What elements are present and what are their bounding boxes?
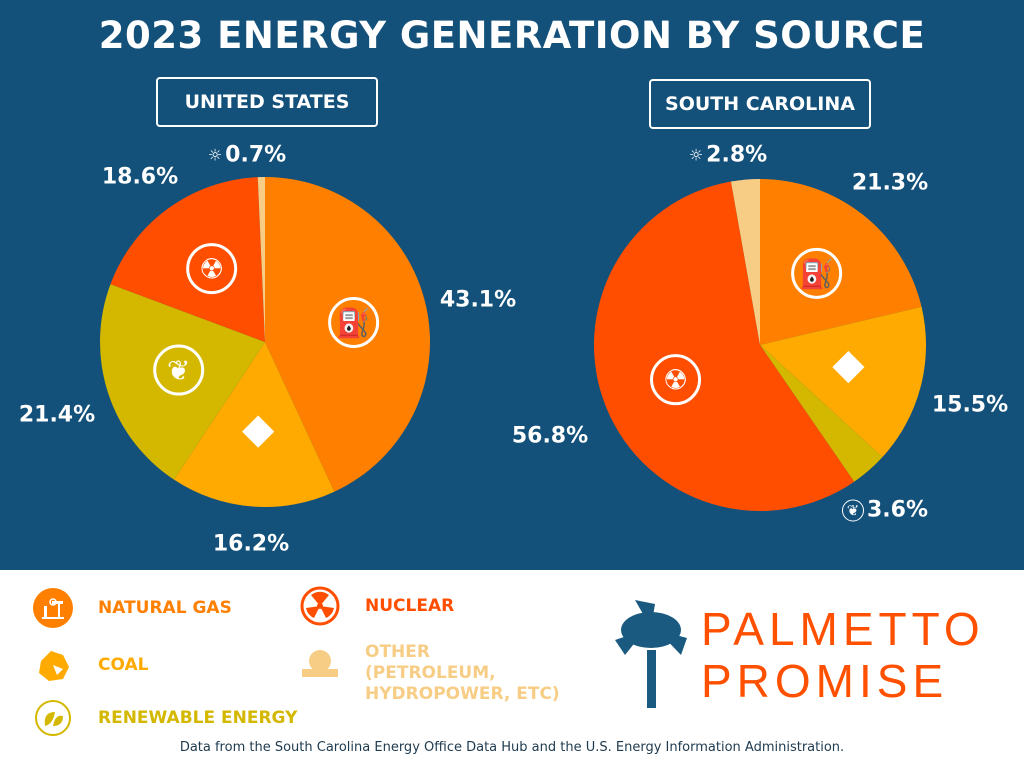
us-label-nuclear: 18.6% xyxy=(101,164,179,190)
pie-slice-sc-natural-gas xyxy=(760,179,922,345)
pie-slice-sc-renewable xyxy=(760,345,883,482)
page-title: 2023 ENERGY GENERATION BY SOURCE xyxy=(98,14,926,57)
coal-icon xyxy=(30,642,76,688)
palmetto-promise-logo: PALMETTO PROMISE xyxy=(615,600,985,710)
pie-slice-us-renewable xyxy=(99,284,265,480)
legend-natural-gas: NATURAL GAS xyxy=(30,585,232,631)
sun-water-icon: ☼ xyxy=(207,145,223,165)
svg-text:⛽: ⛽ xyxy=(799,257,834,290)
slice-icon-renewable: ❦ xyxy=(153,344,205,396)
slice-icon-coal: ◆ xyxy=(832,339,865,388)
sun-water-icon: ☼ xyxy=(688,145,704,165)
sc-label-nuclear: 56.8% xyxy=(511,423,589,449)
leaf-recycle-icon: ❦ xyxy=(841,499,864,521)
sc-label-natural-gas: 21.3% xyxy=(851,170,929,196)
radiation-icon xyxy=(297,583,343,629)
legend-other: OTHER (PETROLEUM, HYDROPOWER, ETC) xyxy=(297,640,565,705)
slice-icon-natural-gas: ⛽ xyxy=(328,296,380,348)
pie-slice-us-natural-gas xyxy=(265,177,430,492)
source-note: Data from the South Carolina Energy Offi… xyxy=(179,740,845,755)
svg-text:◆: ◆ xyxy=(832,339,865,388)
us-label-coal: 16.2% xyxy=(212,531,290,557)
svg-text:❦: ❦ xyxy=(167,354,190,387)
oil-pump-icon xyxy=(30,585,76,631)
svg-text:◆: ◆ xyxy=(242,403,275,452)
svg-text:☢: ☢ xyxy=(199,253,224,286)
pie-slice-sc-other xyxy=(730,179,760,345)
us-chart-title: UNITED STATES xyxy=(156,77,378,127)
pie-slice-sc-nuclear xyxy=(594,181,855,511)
us-label-renewable: 21.4% xyxy=(18,402,96,428)
slice-icon-nuclear: ☢ xyxy=(186,243,238,295)
sc-chart-title: SOUTH CAROLINA xyxy=(649,79,871,129)
svg-text:⛽: ⛽ xyxy=(336,306,371,339)
sc-label-renewable: ❦ 3.6% xyxy=(841,498,928,523)
us-label-natural-gas: 43.1% xyxy=(439,287,517,313)
sun-water-icon xyxy=(297,640,343,686)
palmetto-tree-icon xyxy=(615,600,687,708)
pie-slice-us-nuclear xyxy=(110,177,265,342)
legend-coal: COAL xyxy=(30,642,148,688)
sc-label-coal: 15.5% xyxy=(931,392,1009,418)
slice-icon-nuclear: ☢ xyxy=(650,354,702,406)
leaf-recycle-icon xyxy=(30,695,76,741)
slice-icon-coal: ◆ xyxy=(242,403,275,452)
pie-charts: ⛽ ◆ ❦ ☢ ⛽ ◆ ☢ xyxy=(99,177,926,511)
svg-text:☢: ☢ xyxy=(663,364,688,397)
pie-slice-us-coal xyxy=(173,342,335,507)
sc-label-other: ☼ 2.8% xyxy=(688,142,768,168)
legend-nuclear: NUCLEAR xyxy=(297,583,454,629)
us-label-other: ☼ 0.7% xyxy=(207,142,287,168)
slice-icon-natural-gas: ⛽ xyxy=(791,247,843,299)
pie-slice-sc-coal xyxy=(760,306,926,458)
pie-slice-us-other xyxy=(257,177,265,342)
legend-renewable: RENEWABLE ENERGY xyxy=(30,695,297,741)
